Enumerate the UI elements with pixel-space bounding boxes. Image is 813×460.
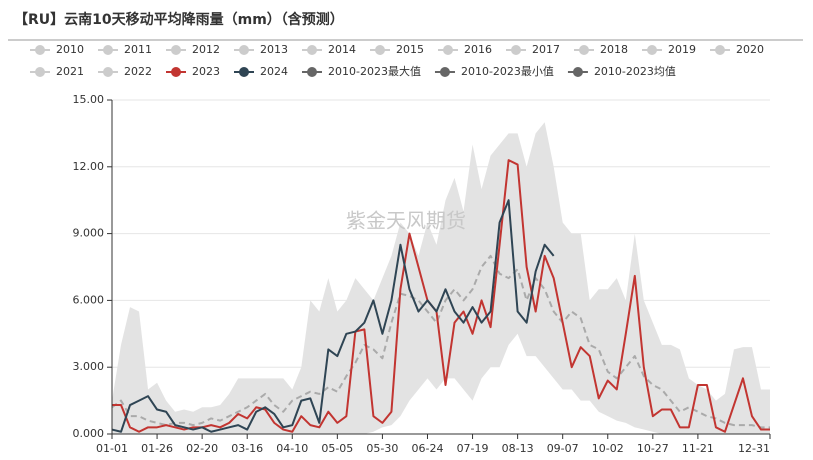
- x-tick-label: 02-20: [186, 442, 218, 455]
- legend-item: 2014: [302, 43, 356, 56]
- legend-symbol: [171, 67, 181, 77]
- x-tick-label: 01-26: [141, 442, 173, 455]
- legend-item: 2021: [30, 65, 84, 78]
- x-tick-label: 06-24: [411, 442, 443, 455]
- legend-item: 2024: [234, 65, 288, 78]
- legend-label: 2010-2023最小值: [461, 65, 554, 78]
- x-tick-label: 04-10: [276, 442, 308, 455]
- legend-item: 2010-2023最小值: [434, 65, 554, 78]
- legend-symbol: [103, 67, 113, 77]
- legend-item: 2010-2023最大值: [302, 64, 421, 78]
- x-tick-label: 08-13: [502, 442, 534, 455]
- legend-label: 2010-2023均值: [594, 65, 676, 78]
- y-tick-label: 15.00: [73, 93, 105, 106]
- x-tick-label: 05-05: [321, 442, 353, 455]
- legend-item: 2018: [574, 43, 628, 56]
- x-tick-label: 12-31: [738, 442, 770, 455]
- chart-title: 【RU】云南10天移动平均降雨量（mm）（含预测）: [14, 11, 344, 28]
- x-tick-label: 03-16: [231, 442, 263, 455]
- legend-symbol: [439, 67, 450, 77]
- legend-item: 2015: [370, 43, 424, 56]
- legend-item: 2022: [98, 65, 152, 78]
- line: [111, 254, 770, 429]
- legend-label: 2022: [124, 65, 152, 78]
- legend-symbol: [579, 45, 589, 55]
- x-tick-label: 01-01: [96, 442, 128, 455]
- line: [112, 159, 770, 433]
- y-tick-label: 9.000: [73, 227, 105, 240]
- legend-symbol: [171, 45, 181, 55]
- legend-label: 2018: [600, 43, 628, 56]
- legend-label: 2011: [124, 43, 152, 56]
- y-tick-label: 0.000: [73, 427, 105, 440]
- legend-symbol: [443, 45, 453, 55]
- legend-item: 2019: [642, 43, 696, 56]
- y-tick-label: 3.000: [73, 360, 105, 373]
- legend-symbol: [307, 67, 317, 77]
- legend-label: 2023: [192, 65, 220, 78]
- x-tick-label: 10-02: [592, 442, 624, 455]
- legend-symbol: [375, 45, 385, 55]
- legend-symbol: [103, 45, 113, 55]
- x-tick-label: 05-30: [366, 442, 398, 455]
- legend-label: 2015: [396, 43, 424, 56]
- x-tick-label: 07-19: [457, 442, 489, 455]
- legend-symbol: [239, 67, 249, 77]
- legend-item: 2017: [506, 43, 560, 56]
- legend-symbol: [647, 45, 657, 55]
- legend-label: 2013: [260, 43, 288, 56]
- legend-symbol: [35, 45, 45, 55]
- y-tick-label: 12.00: [73, 160, 105, 173]
- legend-item: 2023: [166, 65, 220, 78]
- legend-label: 2010: [56, 43, 84, 56]
- legend-symbol: [35, 67, 45, 77]
- legend-symbol: [715, 45, 725, 55]
- legend-label: 2012: [192, 43, 220, 56]
- legend-item: 2011: [98, 43, 152, 56]
- legend-label: 2016: [464, 43, 492, 56]
- legend-label: 2021: [56, 65, 84, 78]
- legend-symbol: [511, 45, 521, 55]
- legend-label: 2019: [668, 43, 696, 56]
- legend-item: 2010: [30, 43, 84, 56]
- legend-item: 2010-2023均值: [567, 65, 676, 78]
- legend-symbol: [307, 45, 317, 55]
- legend-symbol: [239, 45, 249, 55]
- legend-label: 2010-2023最大值: [328, 64, 421, 78]
- y-tick-label: 6.000: [73, 293, 105, 306]
- legend-label: 2024: [260, 65, 288, 78]
- legend-symbol: [572, 67, 583, 77]
- x-tick-label: 09-07: [547, 442, 579, 455]
- legend-label: 2020: [736, 43, 764, 56]
- legend-item: 2013: [234, 43, 288, 56]
- line: [111, 199, 555, 433]
- legend-item: 2012: [166, 43, 220, 56]
- area: [112, 333, 770, 434]
- x-tick-label: 11-21: [682, 442, 714, 455]
- legend-item: 2020: [710, 43, 764, 56]
- legend-item: 2016: [438, 43, 492, 56]
- legend-label: 2014: [328, 43, 356, 56]
- area: [112, 122, 770, 435]
- legend-label: 2017: [532, 43, 560, 56]
- watermark: 紫金天风期货: [346, 209, 466, 233]
- x-tick-label: 10-27: [637, 442, 669, 455]
